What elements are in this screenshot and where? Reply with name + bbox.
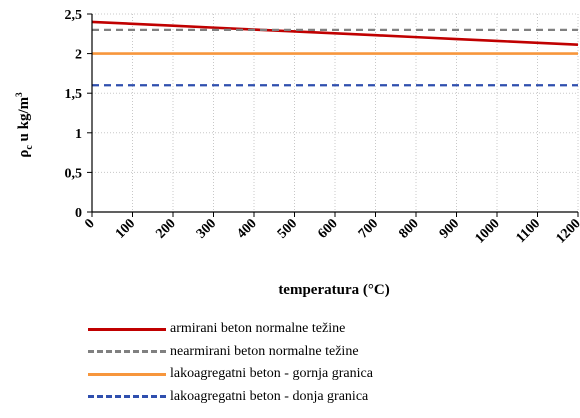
legend-item: nearmirani beton normalne težine	[88, 341, 373, 364]
x-tick-label: 900	[437, 216, 462, 241]
y-tick-labels: 0 0,5 1 1,5 2 2,5	[65, 8, 83, 221]
x-tick-labels: 0 100 200 300 400 500 600 700 800 900 1000 1100 1200	[82, 216, 580, 246]
legend-item: armirani beton normalne težine	[88, 318, 373, 341]
legend-item: lakoagregatni beton - gornja granica	[88, 363, 373, 386]
y-tick-label: 1	[75, 127, 82, 142]
x-tick-label: 200	[153, 216, 178, 241]
legend-label: armirani beton normalne težine	[170, 321, 346, 337]
legend-label: lakoagregatni beton - donja granica	[170, 388, 369, 404]
legend-label: nearmirani beton normalne težine	[170, 343, 359, 359]
y-tick-label: 0,5	[65, 166, 83, 181]
axes	[87, 13, 579, 217]
x-tick-label: 1200	[553, 216, 580, 246]
y-tick-label: 1,5	[65, 87, 83, 102]
legend-label: lakoagregatni beton - gornja granica	[170, 366, 373, 382]
x-tick-label: 600	[315, 216, 340, 241]
y-tick-label: 2	[75, 48, 82, 63]
legend-swatch	[88, 372, 166, 376]
x-tick-label: 700	[356, 216, 381, 241]
x-tick-label: 500	[275, 216, 300, 241]
x-tick-label: 400	[234, 216, 259, 241]
legend: armirani beton normalne težine nearmirani…	[88, 318, 373, 408]
legend-swatch	[88, 327, 166, 331]
legend-swatch	[88, 350, 166, 354]
x-tick-label: 100	[113, 216, 138, 241]
series-lines	[91, 20, 579, 87]
x-axis-title: temperatura (°C)	[278, 282, 389, 298]
grid	[92, 13, 579, 212]
x-tick-label: 300	[194, 216, 219, 241]
y-tick-label: 2,5	[65, 8, 83, 23]
legend-item: lakoagregatni beton - donja granica	[88, 386, 373, 409]
y-axis-title: ρc u kg/m3	[14, 92, 35, 158]
legend-swatch	[88, 395, 166, 399]
series-line-1	[91, 20, 579, 47]
x-tick-label: 800	[396, 216, 421, 241]
x-tick-label: 0	[82, 216, 98, 232]
x-tick-label: 1100	[513, 216, 543, 246]
x-tick-label: 1000	[472, 216, 502, 246]
y-tick-label: 0	[75, 206, 82, 221]
